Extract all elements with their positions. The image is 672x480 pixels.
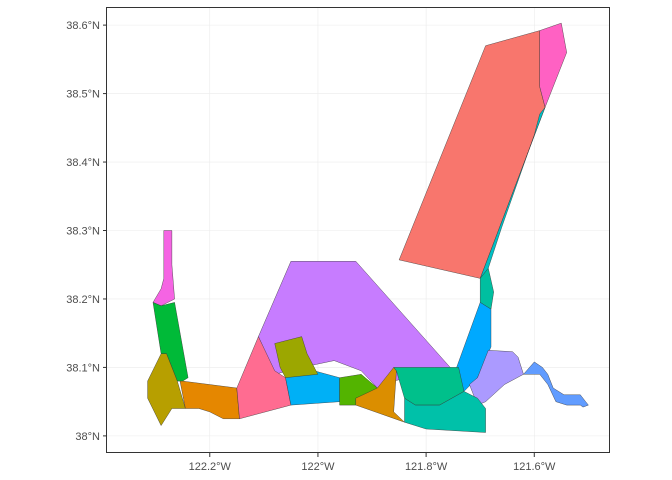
region-polygon: [398, 30, 546, 279]
region-polygon: [147, 353, 186, 427]
region-polygon: [179, 380, 240, 419]
region-polygon: [523, 361, 589, 408]
region-polygon: [469, 350, 524, 406]
y-tick-label: 38.3°N: [66, 226, 100, 238]
region-polygon: [152, 230, 175, 307]
y-tick-label: 38.2°N: [66, 294, 100, 306]
region-polygon: [355, 367, 405, 423]
x-tick-label: 122.2°W: [189, 461, 232, 473]
y-tick-label: 38°N: [75, 431, 100, 443]
region-layer: [147, 22, 589, 433]
x-tick-label: 121.8°W: [405, 461, 448, 473]
x-tick-label: 122°W: [301, 461, 335, 473]
y-tick-label: 38.1°N: [66, 362, 100, 374]
region-polygon: [539, 22, 567, 108]
x-tick-label: 121.6°W: [513, 461, 556, 473]
y-tick-label: 38.5°N: [66, 89, 100, 101]
y-tick-label: 38.4°N: [66, 157, 100, 169]
region-polygon: [404, 391, 486, 433]
region-polygon: [274, 336, 319, 378]
axes: 122.2°W 122°W 121.8°W 121.6°W 38°N 38.1°N 38.2…: [66, 20, 556, 473]
y-tick-label: 38.6°N: [66, 20, 100, 32]
region-polygon: [480, 267, 494, 310]
